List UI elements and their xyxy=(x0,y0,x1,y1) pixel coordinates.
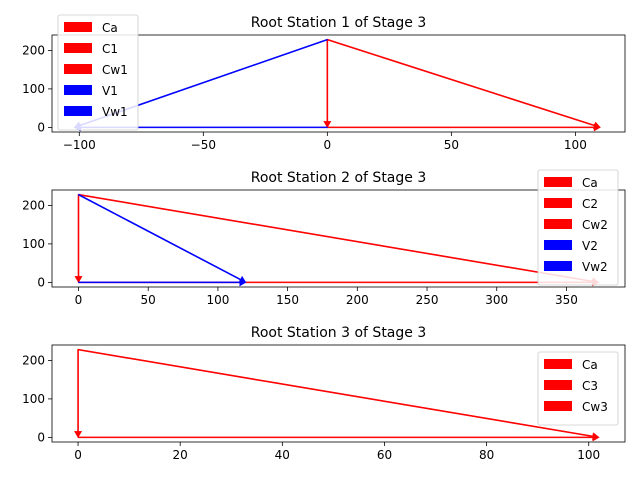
legend-swatch-V1 xyxy=(64,85,92,95)
legend-label-Cw2: Cw2 xyxy=(582,218,608,232)
y-tick-label: 200 xyxy=(22,353,45,367)
y-tick-label: 200 xyxy=(22,198,45,212)
legend-swatch-Ca xyxy=(64,22,92,32)
series-Ca-arrow xyxy=(74,194,83,283)
x-tick-label: 50 xyxy=(444,138,459,152)
x-tick-label: 50 xyxy=(141,293,156,307)
x-tick-label: 60 xyxy=(377,448,392,462)
legend-swatch-Ca xyxy=(544,177,572,187)
legend-label-Ca: Ca xyxy=(102,21,118,35)
x-tick-label: −50 xyxy=(191,138,216,152)
legend-swatch-C1 xyxy=(64,43,92,53)
legend-label-C2: C2 xyxy=(582,197,598,211)
legend-swatch-Cw3 xyxy=(544,401,572,411)
legend-swatch-Vw2 xyxy=(544,261,572,271)
x-tick-label: 0 xyxy=(324,138,332,152)
x-tick-label: 40 xyxy=(275,448,290,462)
y-tick-label: 0 xyxy=(37,275,45,289)
y-tick-label: 100 xyxy=(22,82,45,96)
x-tick-label: 250 xyxy=(416,293,439,307)
subplot-3: Root Station 3 of Stage 3 0 20 40 60 80 100 0 10… xyxy=(22,325,626,462)
legend-label-Cw1: Cw1 xyxy=(102,63,128,77)
x-tick-label: 0 xyxy=(74,448,82,462)
x-tick-label: 300 xyxy=(485,293,508,307)
x-tick-label: 80 xyxy=(479,448,494,462)
series-Vw2-arrow xyxy=(78,278,247,287)
x-tick-label: 20 xyxy=(173,448,188,462)
legend: Ca C2 Cw2 V2 Vw2 xyxy=(537,169,619,286)
legend-label-C1: C1 xyxy=(102,42,118,56)
legend-label-V1: V1 xyxy=(102,84,118,98)
y-tick-label: 100 xyxy=(22,392,45,406)
legend-label-C3: C3 xyxy=(582,379,598,393)
series-Cw1-arrow xyxy=(327,123,601,132)
legend-swatch-C2 xyxy=(544,198,572,208)
series-Cw3-arrow xyxy=(77,433,600,442)
x-tick-label: 100 xyxy=(564,138,587,152)
x-tick-label: 200 xyxy=(346,293,369,307)
x-tick-label: 0 xyxy=(75,293,83,307)
legend-label-Cw3: Cw3 xyxy=(582,400,608,414)
legend-label-Vw2: Vw2 xyxy=(582,260,608,274)
subplot-1: Root Station 1 of Stage 3 −100 −50 0 50 100 0 1… xyxy=(22,14,626,152)
series-C1-arrow xyxy=(326,38,601,130)
legend-label-Vw1: Vw1 xyxy=(102,105,128,119)
legend-swatch-Vw1 xyxy=(64,106,92,116)
subplot-title: Root Station 3 of Stage 3 xyxy=(251,325,427,341)
series-C3-arrow xyxy=(77,348,600,441)
legend-swatch-Ca xyxy=(544,359,572,369)
y-tick-label: 0 xyxy=(37,120,45,134)
legend-swatch-Cw1 xyxy=(64,64,92,74)
legend-label-V2: V2 xyxy=(582,239,598,253)
series-C2-arrow xyxy=(78,193,600,286)
x-tick-label: −100 xyxy=(63,138,96,152)
y-tick-label: 100 xyxy=(22,237,45,251)
series-Ca-arrow xyxy=(323,39,332,128)
series-V2-arrow xyxy=(77,193,247,284)
legend: Ca C3 Cw3 xyxy=(537,351,619,426)
x-tick-label: 150 xyxy=(276,293,299,307)
axes-frame xyxy=(51,34,626,133)
y-tick-label: 200 xyxy=(22,43,45,57)
legend: Ca C1 Cw1 V1 Vw1 xyxy=(57,14,139,131)
legend-swatch-V2 xyxy=(544,240,572,250)
x-tick-label: 100 xyxy=(206,293,229,307)
legend-label-Ca: Ca xyxy=(582,358,598,372)
legend-label-Ca: Ca xyxy=(582,176,598,190)
axes-frame xyxy=(51,344,626,443)
axes-frame xyxy=(51,189,626,288)
legend-swatch-C3 xyxy=(544,380,572,390)
x-tick-label: 100 xyxy=(577,448,600,462)
subplot-title: Root Station 1 of Stage 3 xyxy=(251,15,427,31)
x-tick-label: 350 xyxy=(555,293,578,307)
series-Ca-arrow xyxy=(74,349,83,438)
subplot-2: Root Station 2 of Stage 3 0 50 100 150 200 250… xyxy=(22,169,626,307)
y-tick-label: 0 xyxy=(37,430,45,444)
legend-swatch-Cw2 xyxy=(544,219,572,229)
subplot-title: Root Station 2 of Stage 3 xyxy=(251,170,427,186)
